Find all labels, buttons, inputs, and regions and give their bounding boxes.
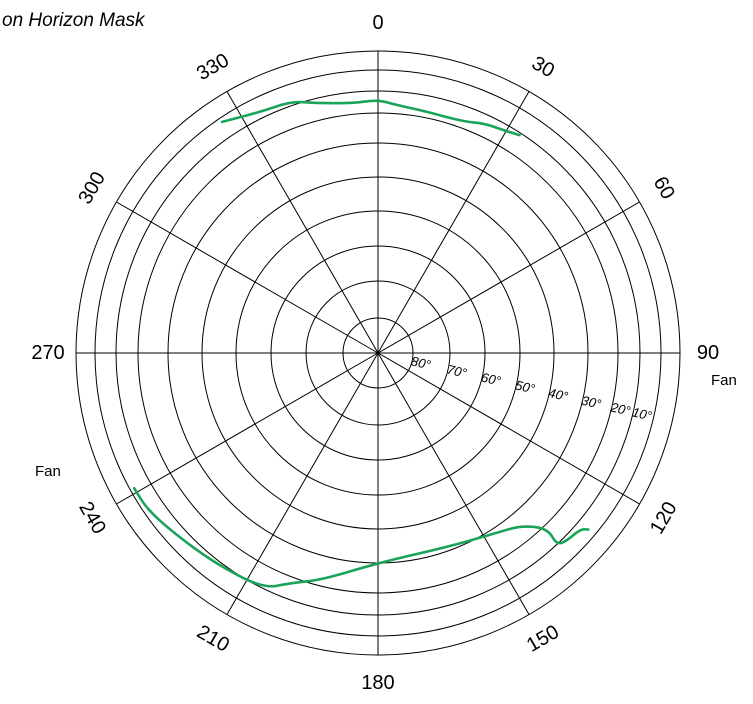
- azimuth-tick-label: 240: [74, 498, 110, 538]
- azimuth-spoke: [116, 352, 379, 505]
- elevation-ring-label: 60°: [480, 370, 503, 389]
- horizon-mask-line: [220, 99, 521, 137]
- horizon-mask-line: [132, 486, 590, 588]
- azimuth-tick-label: 330: [193, 49, 233, 85]
- azimuth-spokes: [76, 51, 680, 655]
- azimuth-tick-label: 30: [528, 52, 558, 82]
- azimuth-spoke: [377, 352, 530, 615]
- azimuth-spoke: [377, 352, 640, 505]
- elevation-ring-label: 10°: [631, 404, 654, 423]
- elevation-ring-label: 70°: [446, 362, 469, 381]
- azimuth-tick-label: 300: [74, 168, 110, 208]
- azimuth-spoke: [226, 91, 379, 354]
- azimuth-tick-label: 0: [372, 12, 383, 34]
- azimuth-tick-label: 270: [31, 342, 64, 364]
- horizon-mask-series: [132, 99, 590, 588]
- azimuth-spoke: [226, 352, 379, 615]
- elevation-labels: 80° 70° 60° 50° 40° 30° 20°10°: [410, 353, 654, 423]
- azimuth-tick-label: 90: [697, 342, 719, 364]
- elevation-ring-label: 40°: [547, 385, 570, 404]
- azimuth-tick-label: 210: [193, 621, 233, 657]
- fan-annotation-right: Fan: [711, 372, 737, 389]
- elevation-ring-label: 80°: [410, 353, 433, 372]
- chart-title: on Horizon Mask: [2, 10, 146, 31]
- azimuth-tick-label: 120: [646, 498, 682, 538]
- azimuth-spoke: [116, 201, 379, 354]
- elevation-ring-label: 30°: [580, 393, 603, 412]
- azimuth-tick-label: 60: [649, 173, 679, 203]
- azimuth-spoke: [377, 201, 640, 354]
- elevation-ring-label: 50°: [514, 377, 537, 396]
- azimuth-tick-label: 150: [523, 621, 563, 657]
- azimuth-tick-label: 180: [361, 672, 394, 694]
- elevation-ring-label: 20°: [608, 399, 632, 418]
- fan-annotation-left: Fan: [35, 463, 61, 480]
- azimuth-spoke: [377, 91, 530, 354]
